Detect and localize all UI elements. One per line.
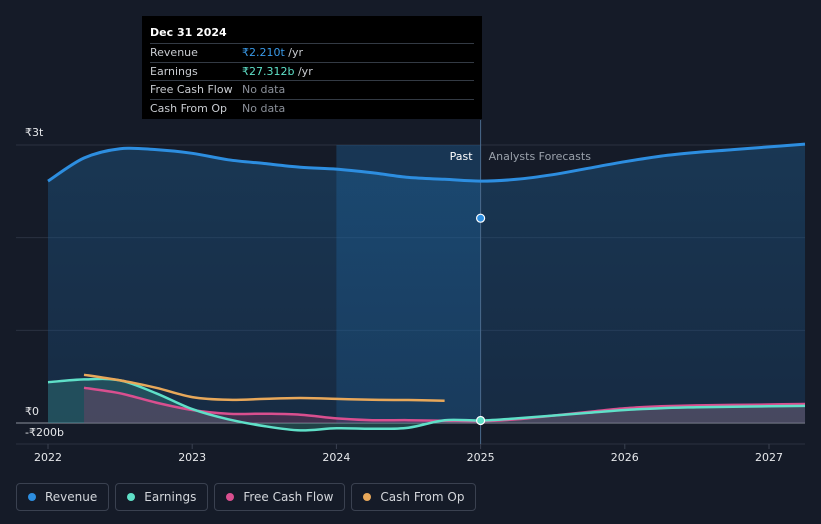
- legend-item-cash-from-op[interactable]: Cash From Op: [351, 483, 477, 511]
- earnings-area: [48, 378, 806, 431]
- tooltip-earnings-value: ₹27.312b: [242, 64, 295, 78]
- tooltip-label: Cash From Op: [150, 101, 228, 115]
- y-tick-label: ₹0: [25, 405, 39, 418]
- x-tick-label: 2026: [611, 451, 639, 464]
- legend-item-revenue[interactable]: Revenue: [16, 483, 110, 511]
- tooltip-unit: /yr: [284, 46, 304, 59]
- legend-label: Free Cash Flow: [243, 490, 334, 504]
- legend-dot-icon: [28, 493, 36, 501]
- legend-dot-icon: [127, 493, 136, 501]
- legend-label: Revenue: [45, 490, 98, 504]
- tooltip-label: Revenue: [150, 46, 198, 59]
- tooltip-label: Earnings: [150, 64, 198, 78]
- tooltip-value: No data: [242, 83, 286, 96]
- revenue-line: [47, 142, 806, 183]
- tooltip-row-earnings: Earnings ₹27.312b /yr: [150, 61, 474, 81]
- tooltip: Dec 31 2024 Revenue ₹2.210t /yr Earnings…: [142, 16, 482, 119]
- x-tick-label: 2024: [322, 451, 350, 464]
- x-tick-label: 2025: [467, 451, 495, 464]
- cash-from-op-line: [83, 373, 445, 403]
- tooltip-unit: /yr: [294, 64, 313, 78]
- tooltip-value: No data: [242, 101, 286, 115]
- tooltip-row-revenue: Revenue ₹2.210t /yr: [150, 43, 474, 62]
- x-tick-label: 2022: [34, 451, 62, 464]
- earnings-line: [47, 377, 806, 432]
- past-highlight-band: [336, 145, 481, 423]
- tooltip-label: Free Cash Flow: [150, 83, 233, 96]
- marker-revenue: [476, 213, 486, 223]
- legend-dot-icon: [226, 493, 235, 501]
- y-tick-label: ₹3t: [25, 126, 44, 139]
- tooltip-date: Dec 31 2024: [150, 26, 227, 39]
- legend-item-earnings[interactable]: Earnings: [115, 483, 209, 511]
- past-label: Past: [450, 150, 474, 163]
- tooltip-row-fcf: Free Cash Flow No data: [150, 80, 474, 99]
- tooltip-value: ₹27.312b /yr: [242, 63, 313, 81]
- legend-label: Cash From Op: [380, 490, 465, 504]
- y-tick-label: -₹200b: [25, 426, 64, 439]
- x-tick-label: 2027: [755, 451, 783, 464]
- tooltip-revenue-value: ₹2.210t: [242, 46, 285, 59]
- legend-label: Earnings: [144, 490, 197, 504]
- legend: Revenue Earnings Free Cash Flow Cash Fro…: [16, 483, 477, 511]
- forecast-label: Analysts Forecasts: [489, 150, 592, 163]
- legend-item-free-cash-flow[interactable]: Free Cash Flow: [214, 483, 346, 511]
- x-tick-label: 2023: [178, 451, 206, 464]
- tooltip-value: ₹2.210t /yr: [242, 44, 303, 62]
- tooltip-row-cfo: Cash From Op No data: [150, 98, 474, 118]
- marker-earnings: [476, 415, 486, 426]
- legend-dot-icon: [363, 493, 372, 501]
